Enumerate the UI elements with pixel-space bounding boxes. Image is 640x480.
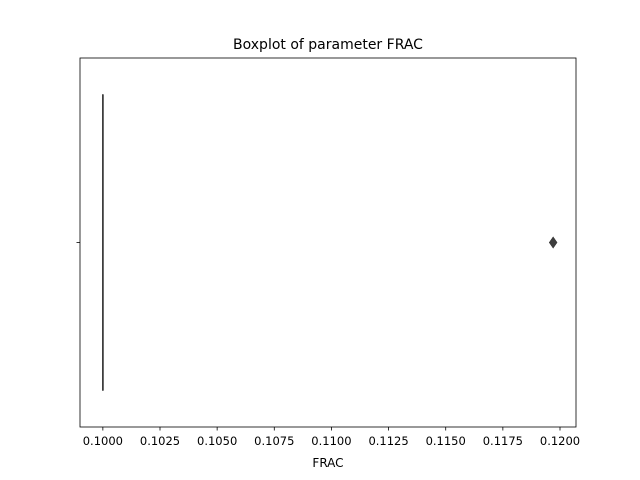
plot-area [79,57,577,428]
x-axis-label: FRAC [312,456,343,470]
x-axis: 0.1000 0.1025 0.1050 0.1075 0.1100 0.1125 0.11… [83,427,580,448]
outlier-point [549,236,558,249]
outlier-layer [549,236,558,249]
x-tick-label: 0.1150 [426,434,466,448]
x-tick-label: 0.1100 [311,434,351,448]
x-tick-label: 0.1200 [540,434,580,448]
x-tick-label: 0.1075 [254,434,294,448]
x-tick-label: 0.1125 [368,434,408,448]
x-tick-label: 0.1175 [483,434,523,448]
x-tick-label: 0.1000 [83,434,123,448]
x-tick-label: 0.1025 [140,434,180,448]
x-tick-label: 0.1050 [197,434,237,448]
chart-title: Boxplot of parameter FRAC [233,37,423,53]
